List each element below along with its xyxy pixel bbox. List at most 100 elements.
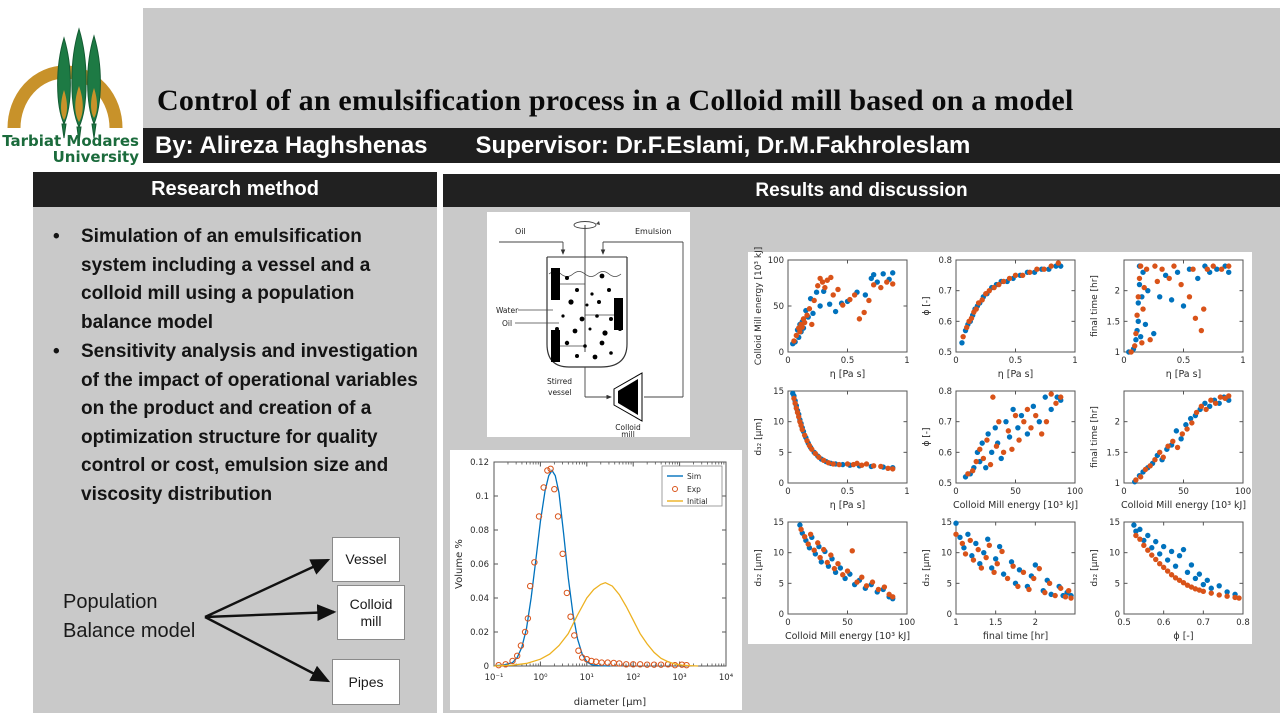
svg-text:1: 1 (1240, 356, 1245, 366)
bullet-text: Simulation of an emulsification system i… (81, 226, 371, 333)
svg-text:0.5: 0.5 (938, 348, 952, 358)
pbm-box-vessel: Vessel (332, 537, 400, 582)
pbm-box-pipes: Pipes (332, 659, 400, 705)
mill-label2: mill (621, 430, 635, 437)
scatter-subplot-2: 0 0.5 1 0.5 0.6 0.7 0.8 η [Pa s] ϕ [-] (916, 252, 1083, 383)
svg-text:100: 100 (1067, 487, 1083, 497)
svg-text:1: 1 (1072, 356, 1077, 366)
scatter-subplot-4: 0 0.5 1 0 5 10 15 η [Pa s] d₃₂ [μm] (748, 383, 915, 514)
title-bar: Control of an emulsification process in … (143, 8, 1280, 128)
svg-text:5: 5 (779, 579, 784, 589)
svg-text:50: 50 (1010, 487, 1021, 497)
subplot-xlabel: η [Pa s] (830, 369, 866, 380)
svg-text:0.7: 0.7 (938, 418, 952, 428)
svg-text:2: 2 (1033, 618, 1038, 628)
svg-text:5: 5 (947, 579, 952, 589)
mill-label: Colloid (615, 423, 641, 432)
subplot-ylabel: Colloid Mill energy [10³ kJ] (754, 247, 764, 366)
bullet-item: • Sensitivity analysis and investigation… (53, 338, 423, 509)
logo-cypress-leaves (57, 27, 101, 143)
subplot-ylabel: final time [hr] (1090, 406, 1100, 468)
svg-text:10⁰: 10⁰ (533, 673, 548, 683)
droplets (552, 273, 622, 360)
logo-text-line2: University (53, 148, 140, 166)
subplot-xlabel: Colloid Mill energy [10³ kJ] (953, 500, 1078, 511)
svg-text:15: 15 (773, 518, 784, 528)
svg-text:0: 0 (779, 610, 784, 620)
svg-text:0.5: 0.5 (1177, 356, 1191, 366)
svg-text:0: 0 (785, 618, 790, 628)
bullet-marker: • (53, 341, 60, 362)
svg-text:0.5: 0.5 (1009, 356, 1023, 366)
svg-text:0.6: 0.6 (938, 317, 952, 327)
pbm-label-line1: Population (63, 591, 158, 613)
scatter-subplot-5: 0 50 100 0.5 0.6 0.7 0.8 Colloid Mill energy [1… (916, 383, 1083, 514)
water-label: Water (496, 306, 519, 315)
svg-text:0.04: 0.04 (470, 594, 489, 604)
svg-text:0.1: 0.1 (475, 492, 489, 502)
scatter-subplot-7: 0 50 100 0 5 10 15 Colloid Mill energy [10³ kJ]… (748, 514, 915, 645)
svg-text:0: 0 (953, 356, 958, 366)
svg-text:0.8: 0.8 (938, 387, 952, 397)
page-title: Control of an emulsification process in … (157, 84, 1074, 117)
svg-text:10: 10 (941, 549, 952, 559)
svg-text:0: 0 (1121, 356, 1126, 366)
process-diagram-figure: Oil Emulsion (487, 212, 690, 439)
subplot-ylabel: d₃₂ [μm] (1090, 549, 1100, 586)
svg-text:15: 15 (773, 387, 784, 397)
size-distribution-figure: 0 0.02 0.04 0.06 0.08 0.1 0.12 10⁻¹ 10⁰ 10¹ 10² 10³… (450, 450, 742, 710)
subplot-ylabel: final time [hr] (1090, 275, 1100, 337)
pbm-box-colloid-mill: Colloid mill (337, 585, 405, 640)
svg-text:5: 5 (1115, 579, 1120, 589)
svg-text:0.5: 0.5 (938, 479, 952, 489)
results-header: Results and discussion (443, 174, 1280, 207)
bullet-marker: • (53, 226, 60, 247)
scatter-subplot-3: 0 0.5 1 1 1.5 2 η [Pa s] final time [hr] (1084, 252, 1251, 383)
svg-text:1: 1 (1115, 348, 1120, 358)
svg-text:0.5: 0.5 (841, 356, 855, 366)
subplot-xlabel: final time [hr] (983, 631, 1048, 642)
svg-text:0.8: 0.8 (938, 256, 952, 266)
svg-text:10⁴: 10⁴ (719, 673, 734, 683)
svg-text:100: 100 (1235, 487, 1251, 497)
arrow-to-pipes (204, 615, 331, 683)
bullet-text: Sensitivity analysis and investigation o… (81, 341, 418, 505)
svg-text:50: 50 (842, 618, 853, 628)
svg-text:1: 1 (904, 356, 909, 366)
baffle (551, 330, 560, 362)
svg-text:10¹: 10¹ (580, 673, 594, 683)
scatter-grid-figure: 0 0.5 1 0 50 100 η [Pa s] Colloid Mill energy [… (748, 247, 1252, 645)
scatter-subplot-8: 1 1.5 2 0 5 10 15 final time [hr] d₃₂ [μm] (916, 514, 1083, 645)
svg-text:0: 0 (947, 610, 952, 620)
svg-text:Initial: Initial (687, 497, 708, 506)
scatter-subplot-6: 0 50 100 1 1.5 2 Colloid Mill energy [10³ kJ] f… (1084, 383, 1251, 514)
subplot-xlabel: ϕ [-] (1173, 631, 1193, 642)
svg-text:0: 0 (785, 356, 790, 366)
research-method-header: Research method (33, 172, 437, 207)
svg-text:0.6: 0.6 (1157, 618, 1171, 628)
subplot-ylabel: d₃₂ [μm] (754, 418, 764, 455)
emulsion-label: Emulsion (635, 227, 672, 236)
pbm-label-line2: Balance model (63, 620, 196, 642)
svg-text:100: 100 (768, 256, 784, 266)
svg-text:10³: 10³ (672, 673, 686, 683)
scatter-subplot-1: 0 0.5 1 0 50 100 η [Pa s] Colloid Mill energy [… (748, 247, 915, 383)
arrow-to-vessel (204, 558, 331, 619)
svg-text:0.6: 0.6 (938, 448, 952, 458)
university-logo: Tarbiat Modares University (2, 27, 140, 166)
subplot-xlabel: Colloid Mill energy [10³ kJ] (1121, 500, 1246, 511)
baffle (614, 298, 623, 330)
oil-left-label: Oil (502, 319, 512, 328)
dist-ylabel: Volume % (454, 539, 465, 589)
svg-text:0.06: 0.06 (470, 560, 489, 570)
pbm-label: Population Balance model (63, 588, 195, 646)
stirred-vessel-label: Stirred (547, 377, 572, 386)
svg-text:0.7: 0.7 (1197, 618, 1211, 628)
arrow-to-colloid-mill (204, 604, 337, 622)
svg-text:15: 15 (1109, 518, 1120, 528)
svg-text:0: 0 (785, 487, 790, 497)
svg-text:0: 0 (779, 348, 784, 358)
vessel-diagram: Oil Emulsion (496, 221, 684, 439)
svg-text:0: 0 (953, 487, 958, 497)
